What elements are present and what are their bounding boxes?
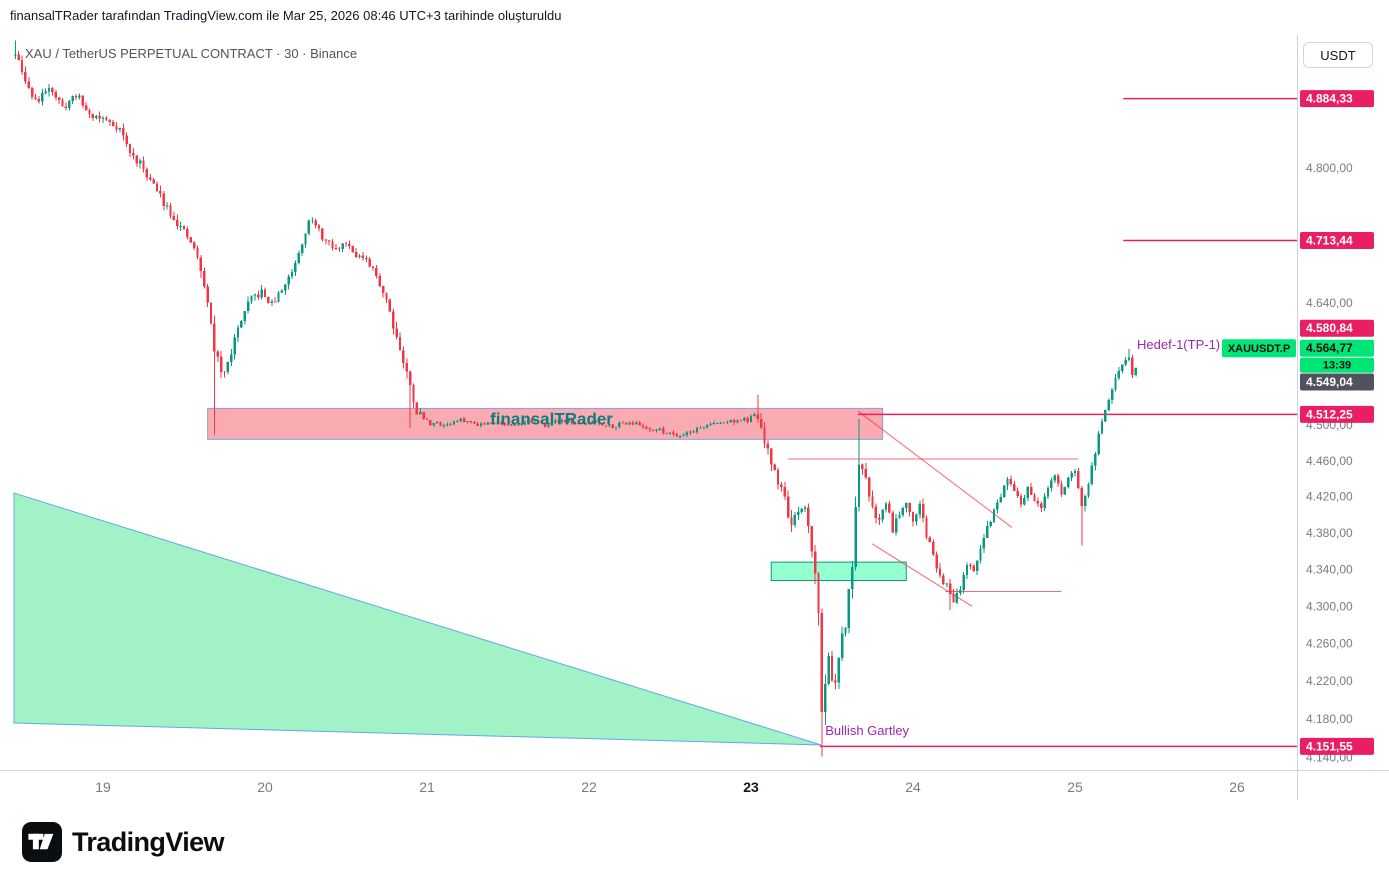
- wedge-triangle: [13, 492, 822, 746]
- svg-text:24: 24: [905, 779, 921, 795]
- svg-text:4.300,00: 4.300,00: [1306, 599, 1353, 613]
- price-badge: [1300, 90, 1374, 108]
- svg-text:4.151,55: 4.151,55: [1306, 739, 1353, 753]
- pattern-label: Bullish Gartley: [825, 723, 909, 738]
- svg-text:4.420,00: 4.420,00: [1306, 490, 1353, 504]
- svg-text:4.564,77: 4.564,77: [1306, 341, 1353, 355]
- price-badge: [1300, 737, 1374, 755]
- target-label: Hedef-1(TP-1): [1137, 337, 1220, 352]
- svg-text:26: 26: [1229, 779, 1245, 795]
- svg-text:21: 21: [419, 779, 435, 795]
- svg-text:4.180,00: 4.180,00: [1306, 712, 1353, 726]
- svg-text:20: 20: [257, 779, 273, 795]
- svg-text:XAUUSDT.P: XAUUSDT.P: [1228, 343, 1290, 355]
- price-badge: [1300, 373, 1374, 391]
- svg-text:4.640,00: 4.640,00: [1306, 296, 1353, 310]
- demand-box: [770, 561, 907, 581]
- svg-text:13:39: 13:39: [1323, 360, 1351, 372]
- price-badge: [1300, 232, 1374, 250]
- tradingview-logo-icon[interactable]: [22, 822, 62, 862]
- svg-text:4.549,04: 4.549,04: [1306, 375, 1353, 389]
- candles-layer: [14, 40, 1137, 757]
- svg-text:23: 23: [743, 779, 759, 795]
- svg-text:4.380,00: 4.380,00: [1306, 526, 1353, 540]
- svg-text:19: 19: [95, 779, 111, 795]
- svg-text:25: 25: [1067, 779, 1083, 795]
- svg-text:22: 22: [581, 779, 597, 795]
- chart-symbol-title: XAU / TetherUS PERPETUAL CONTRACT · 30 ·…: [25, 46, 358, 61]
- attribution-text: finansalTRader tarafından TradingView.co…: [0, 0, 1389, 32]
- svg-text:4.713,44: 4.713,44: [1306, 234, 1353, 248]
- axes-layer: 4.800,004.640,004.500,004.460,004.420,00…: [0, 35, 1389, 800]
- svg-text:4.460,00: 4.460,00: [1306, 454, 1353, 468]
- price-badge: [1300, 339, 1374, 357]
- price-badge: [1300, 405, 1374, 423]
- symbol-tag: [1222, 339, 1296, 358]
- tradingview-footer: TradingView: [22, 822, 225, 862]
- price-lines-layer: [819, 97, 1297, 748]
- drawings-layer: [13, 407, 1079, 746]
- svg-text:4.260,00: 4.260,00: [1306, 637, 1353, 651]
- price-axis[interactable]: [1298, 35, 1389, 800]
- price-badge: [1300, 319, 1374, 337]
- svg-text:4.800,00: 4.800,00: [1306, 161, 1353, 175]
- svg-text:4.340,00: 4.340,00: [1306, 562, 1353, 576]
- svg-text:4.512,25: 4.512,25: [1306, 407, 1353, 421]
- tradingview-wordmark[interactable]: TradingView: [72, 826, 225, 857]
- currency-toggle-button[interactable]: USDT: [1303, 42, 1373, 68]
- watermark-text: finansalTRader: [490, 410, 613, 429]
- bar-countdown: [1300, 357, 1374, 373]
- svg-text:4.884,33: 4.884,33: [1306, 92, 1353, 106]
- svg-text:4.580,84: 4.580,84: [1306, 321, 1353, 335]
- svg-text:4.220,00: 4.220,00: [1306, 674, 1353, 688]
- time-axis[interactable]: [0, 770, 1297, 800]
- annotations-layer: finansalTRader Hedef-1(TP-1) Bullish Gartl…: [490, 337, 1220, 738]
